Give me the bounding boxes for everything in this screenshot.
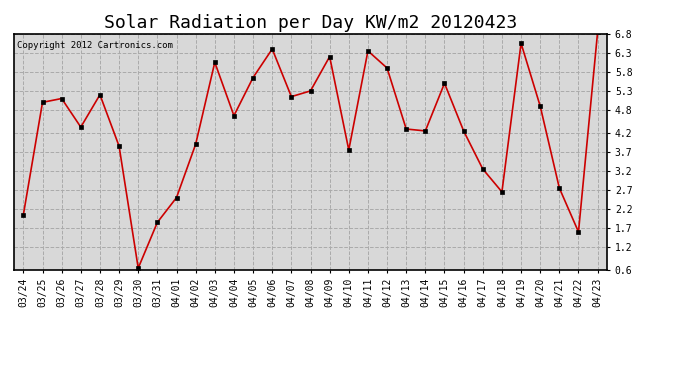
Title: Solar Radiation per Day KW/m2 20120423: Solar Radiation per Day KW/m2 20120423	[104, 14, 517, 32]
Text: Copyright 2012 Cartronics.com: Copyright 2012 Cartronics.com	[17, 41, 172, 50]
